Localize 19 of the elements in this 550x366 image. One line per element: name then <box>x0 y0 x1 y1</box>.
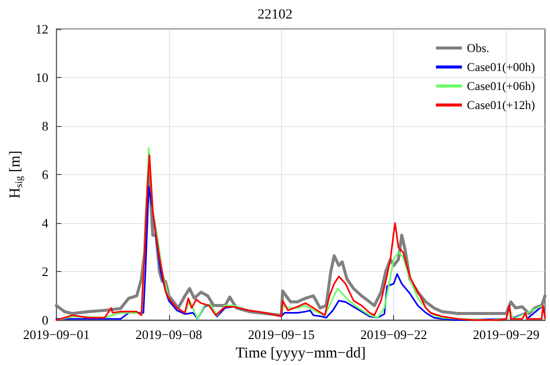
y-tick-label: 0 <box>42 312 48 328</box>
legend-label: Case01(+06h) <box>466 79 536 93</box>
y-tick-label: 10 <box>35 70 48 86</box>
y-tick-label: 12 <box>35 22 48 36</box>
y-axis-title: Hsig [m] <box>8 150 25 199</box>
y-tick-label: 8 <box>42 118 48 134</box>
legend-label: Obs. <box>466 41 490 55</box>
legend-label: Case01(+00h) <box>466 60 536 74</box>
y-tick-label: 4 <box>42 216 49 231</box>
y-tick-label: 6 <box>42 167 49 182</box>
x-tick-label: 2019−09−29 <box>472 327 540 342</box>
x-tick-label: 2019−09−08 <box>136 327 202 342</box>
y-tick-label: 2 <box>42 264 48 280</box>
x-axis-title: Time [yyyy−mm−dd] <box>236 346 366 362</box>
chart-title: 22102 <box>258 8 292 22</box>
legend-label: Case01(+12h) <box>466 98 536 112</box>
x-tick-label: 2019−09−15 <box>248 327 315 342</box>
x-tick-label: 2019−09−01 <box>23 327 90 342</box>
x-tick-label: 2019−09−22 <box>360 327 428 342</box>
